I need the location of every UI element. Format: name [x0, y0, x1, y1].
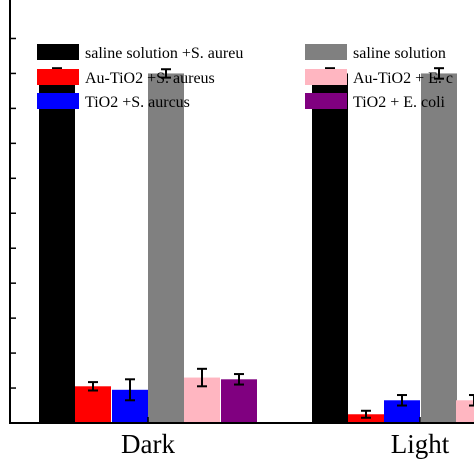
legend-label-1: saline solution +S. aureu [85, 45, 243, 62]
bar-light-series-1 [312, 73, 348, 423]
bars-layer [39, 73, 474, 423]
legend-swatch-4 [305, 69, 347, 85]
legend-swatch-5 [37, 93, 79, 109]
error-bar-dark-series-5 [125, 378, 135, 402]
bar-dark-series-2 [148, 73, 184, 423]
x-tick-labels: Dark Light [121, 429, 450, 459]
legend-label-6: TiO2 + E. coli [353, 94, 446, 111]
error-bar-light-series-3 [361, 409, 371, 419]
legend-swatch-6 [305, 93, 347, 109]
error-bar-light-series-5 [397, 394, 407, 407]
bar-light-series-4 [456, 400, 474, 423]
axes-layer [9, 0, 474, 424]
bar-dark-series-1 [39, 73, 75, 423]
error-bar-light-series-4 [469, 394, 474, 407]
error-bar-dark-series-4 [197, 367, 207, 388]
legend-item-3: Au-TiO2 +S. aureus [37, 69, 215, 87]
legend-label-3: Au-TiO2 +S. aureus [85, 70, 215, 87]
error-bar-light-series-2 [434, 67, 444, 80]
error-bar-dark-series-2 [161, 68, 171, 79]
legend-swatch-2 [305, 44, 347, 60]
legend-item-4: Au-TiO2 + E. c [305, 69, 453, 87]
legend-swatch-1 [37, 44, 79, 60]
legend-label-5: TiO2 +S. aurcus [85, 94, 190, 111]
legend-item-1: saline solution +S. aureu [37, 44, 243, 62]
x-tick-label-light: Light [391, 429, 450, 459]
bar-dark-series-6 [221, 379, 257, 423]
legend-item-5: TiO2 +S. aurcus [37, 93, 190, 111]
error-bar-dark-series-3 [88, 381, 98, 392]
error-bars-layer [52, 67, 474, 419]
bar-dark-series-3 [75, 386, 111, 423]
bar-light-series-5 [384, 400, 420, 423]
legend-item-6: TiO2 + E. coli [305, 93, 446, 111]
x-tick-label-dark: Dark [121, 429, 175, 459]
legend-label-2: saline solution [353, 45, 446, 62]
legend-swatch-3 [37, 69, 79, 85]
bar-light-series-2 [421, 73, 457, 423]
legend: saline solution +S. aureu saline solution… [37, 44, 453, 111]
error-bar-dark-series-6 [234, 373, 244, 386]
legend-label-4: Au-TiO2 + E. c [353, 70, 453, 87]
legend-item-2: saline solution [305, 44, 446, 62]
